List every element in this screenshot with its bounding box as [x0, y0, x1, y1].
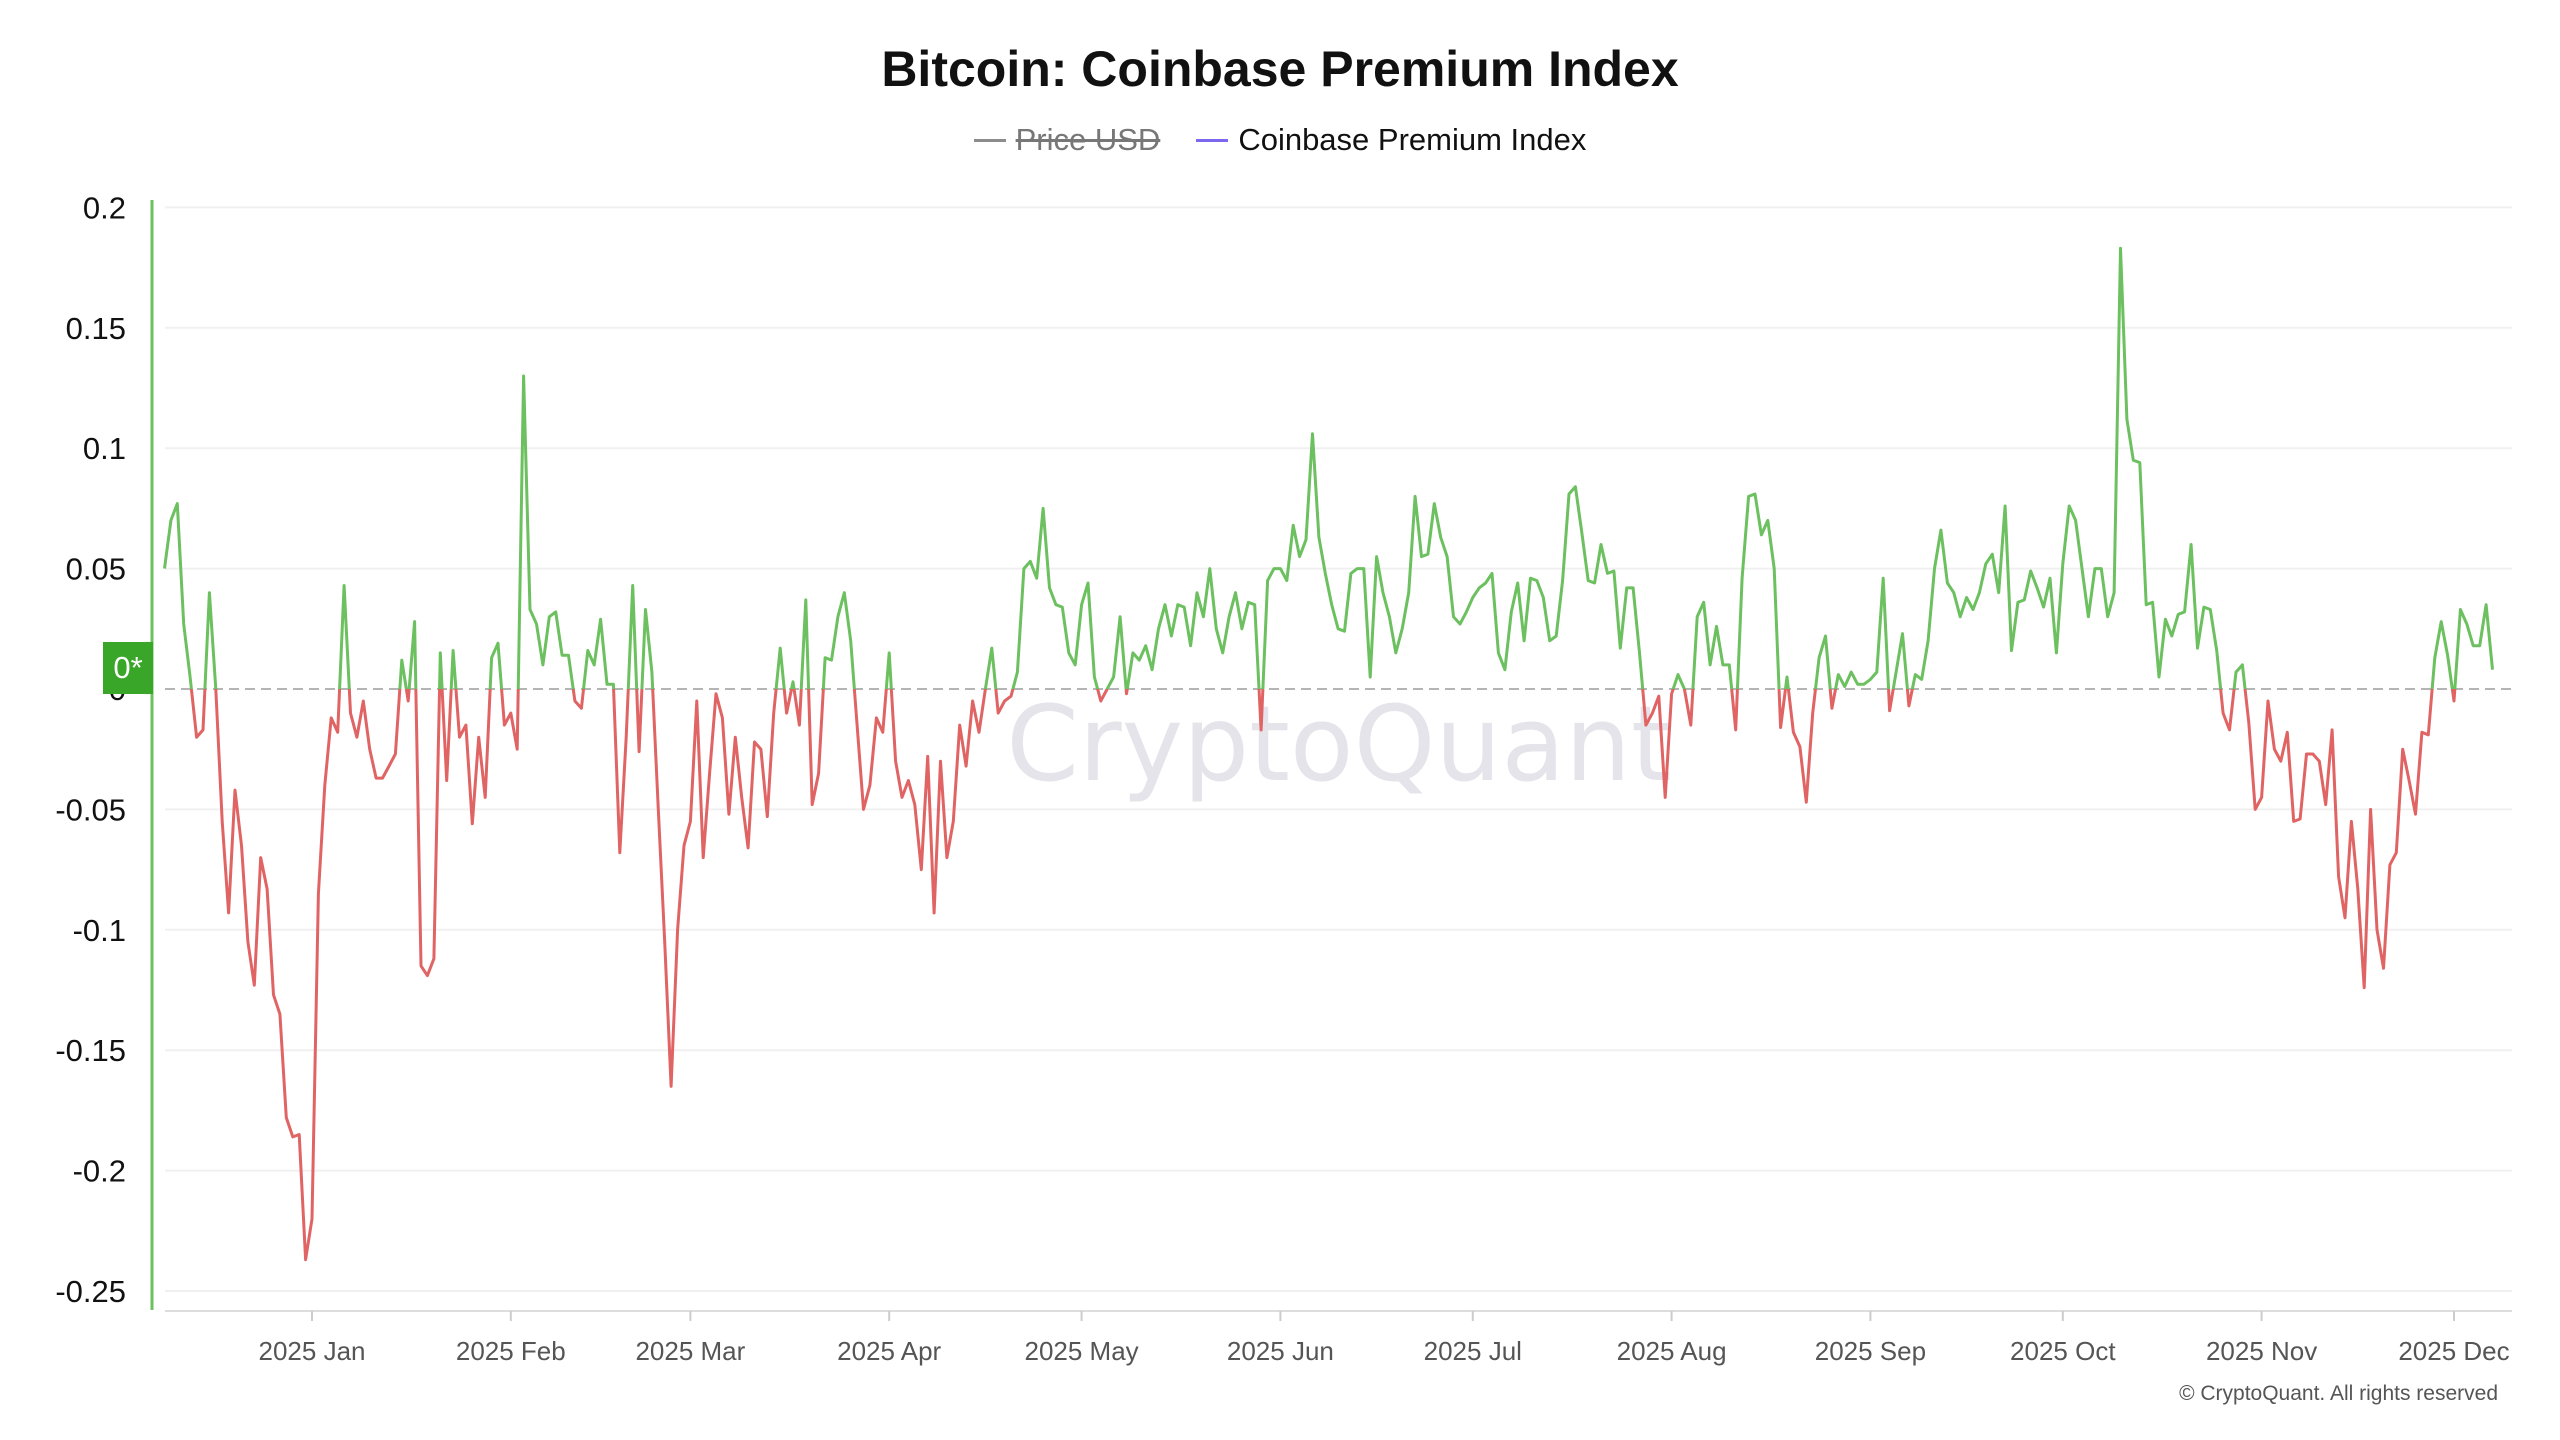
- legend-item-coinbase-premium-index[interactable]: Coinbase Premium Index: [1196, 122, 1586, 158]
- y-tick-label: -0.25: [55, 1274, 126, 1309]
- x-tick-label: 2025 Jan: [259, 1336, 366, 1366]
- series-line-positive: [163, 246, 2494, 689]
- copyright: © CryptoQuant. All rights reserved: [2179, 1382, 2498, 1405]
- legend-item-price-usd[interactable]: Price USD: [973, 122, 1161, 158]
- legend: Price USD Coinbase Premium Index: [0, 122, 2560, 158]
- watermark: CryptoQuant: [1006, 683, 1672, 805]
- x-tick-label: 2025 Feb: [456, 1336, 566, 1366]
- legend-label: Coinbase Premium Index: [1238, 122, 1587, 157]
- y-tick-label: -0.15: [55, 1033, 126, 1068]
- y-tick-label: 0.2: [83, 190, 126, 225]
- chart-title: Bitcoin: Coinbase Premium Index: [881, 41, 1679, 97]
- y-tick-label: -0.1: [73, 913, 126, 948]
- x-tick-label: 2025 Jun: [1227, 1336, 1334, 1366]
- y-tick-label: -0.2: [73, 1154, 126, 1189]
- x-tick-label: 2025 Aug: [1617, 1336, 1727, 1366]
- x-tick-label: 2025 Apr: [837, 1336, 941, 1366]
- y-tick-label: 0.1: [83, 431, 126, 466]
- x-tick-label: 2025 Oct: [2010, 1336, 2116, 1366]
- x-tick-label: 2025 Nov: [2206, 1336, 2317, 1366]
- legend-swatch-price-usd: [973, 138, 1006, 142]
- x-tick-label: 2025 Mar: [635, 1336, 745, 1366]
- y-tick-label: 0.05: [66, 552, 126, 587]
- x-tick-label: 2025 Jul: [1424, 1336, 1522, 1366]
- legend-label: Price USD: [1015, 122, 1161, 157]
- y-tick-label: 0.15: [66, 311, 126, 346]
- y-tick-label: -0.05: [55, 792, 126, 827]
- legend-swatch-coinbase-premium-index: [1196, 138, 1229, 142]
- x-tick-label: 2025 May: [1024, 1336, 1138, 1366]
- reference-label-badge: 0*: [103, 642, 153, 694]
- x-tick-label: 2025 Sep: [1815, 1336, 1926, 1366]
- x-tick-label: 2025 Dec: [2398, 1336, 2509, 1366]
